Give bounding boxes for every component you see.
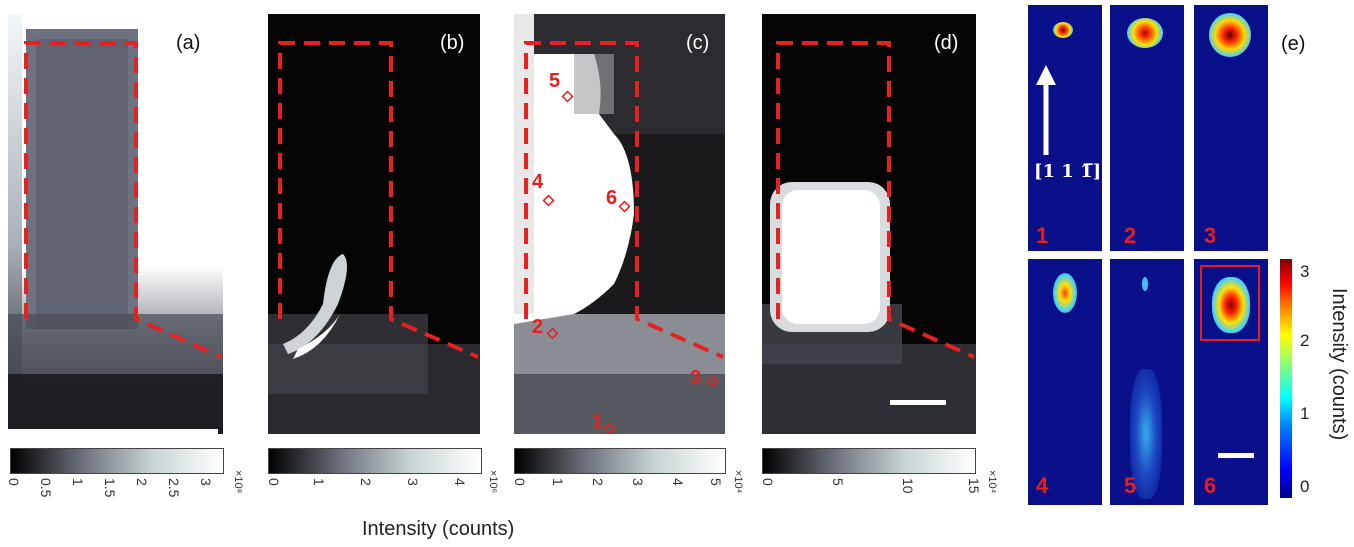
point-6-marker (618, 200, 631, 213)
cbar-d-tick: 0 (760, 478, 776, 486)
cbar-c-tick: 0 (512, 478, 528, 486)
cbar-d-tick: 5 (830, 478, 846, 486)
cbar-c-tick: 2 (590, 478, 606, 486)
diffraction-spot (1053, 22, 1073, 38)
cbar-b-tick: 1 (311, 478, 327, 486)
panel-d: (d) (762, 14, 976, 434)
outline-a (24, 41, 222, 359)
colorbar-a (10, 448, 224, 474)
cbar-b-tick: 4 (452, 478, 468, 486)
thumbnail-2: 2 (1110, 5, 1184, 251)
cbar-c-tick: 5 (708, 478, 724, 486)
cbar-a-tick: 1 (70, 478, 86, 486)
x-axis-label: Intensity (counts) (362, 518, 515, 540)
panel-c-label: (c) (686, 32, 710, 54)
diffraction-streak (1130, 369, 1162, 499)
cbar-a-tick: 1.5 (102, 478, 118, 498)
scale-bar-e (1218, 453, 1254, 458)
panel-e-label: (e) (1281, 33, 1306, 55)
point-1-label: 1 (592, 411, 604, 433)
panel-a: (a) (8, 14, 223, 434)
cbar-b-tick: 2 (358, 478, 374, 486)
direction-arrow (1036, 65, 1056, 155)
jet-tick: 3 (1300, 262, 1310, 281)
jet-colorbar (1280, 259, 1292, 498)
colorbar-c (514, 448, 726, 474)
thumbnail-4: 4 (1028, 259, 1102, 505)
outline-c (524, 41, 724, 359)
cbar-c-tick: 1 (550, 478, 566, 486)
diffraction-spot (1053, 273, 1077, 313)
scale-bar-d (890, 400, 946, 405)
point-5-label: 5 (549, 70, 561, 92)
thumbnail-3: 3 (1194, 5, 1268, 251)
point-3-marker (706, 375, 719, 388)
cbar-c-tick: 4 (670, 478, 686, 486)
point-2-marker (546, 327, 559, 340)
diffraction-spot (1127, 18, 1163, 48)
panel-b-label: (b) (440, 32, 465, 54)
cbar-d-tick: 15 (966, 478, 982, 494)
thumb-4-number: 4 (1036, 473, 1049, 498)
cbar-d-tick: 10 (900, 478, 916, 494)
cbar-b-exponent: ×10⁶ (487, 470, 499, 494)
highlight-box (1200, 265, 1260, 341)
jet-tick: 1 (1300, 404, 1310, 423)
point-6-label: 6 (606, 187, 618, 209)
colorbar-d (762, 448, 976, 474)
thumb-3-number: 3 (1204, 223, 1217, 248)
panel-b-image (268, 41, 480, 434)
cbar-a-exponent: ×10⁸ (232, 470, 244, 494)
diffraction-spot (1142, 277, 1148, 291)
point-4-label: 4 (532, 171, 544, 193)
cbar-c-exponent: ×10⁴ (732, 470, 744, 494)
outline-d (776, 41, 975, 359)
thumb-1-number: 1 (1036, 223, 1049, 248)
cbar-d-exponent: ×10⁴ (986, 470, 998, 494)
point-4-marker (542, 194, 555, 207)
thumbnail-5: 5 (1110, 259, 1184, 505)
cbar-b-tick: 3 (405, 478, 421, 486)
cbar-a-tick: 0 (6, 478, 22, 486)
point-5-marker (561, 90, 574, 103)
panel-b: (b) (268, 14, 480, 434)
cbar-a-tick: 2 (134, 478, 150, 486)
point-3-label: 3 (690, 367, 702, 389)
thumbnail-1: [1 1 1̅] 1 (1028, 5, 1102, 251)
cbar-c-tick: 3 (630, 478, 646, 486)
thumbnail-6: 6 (1194, 259, 1268, 505)
panel-c: (c) 5 4 6 2 3 1 (514, 14, 725, 434)
jet-tick: 2 (1300, 331, 1310, 350)
panel-d-label: (d) (934, 32, 959, 54)
thumb-2-number: 2 (1124, 223, 1137, 248)
cbar-a-tick: 2.5 (166, 478, 182, 498)
diffraction-spot (1212, 277, 1250, 333)
diffraction-spot (1209, 13, 1251, 57)
panel-c-image (514, 14, 725, 434)
colorbar-b (268, 448, 482, 474)
panel-a-label: (a) (176, 32, 201, 54)
thumb-6-number: 6 (1204, 473, 1217, 498)
cbar-b-tick: 0 (266, 478, 282, 486)
point-1-marker (603, 422, 616, 434)
cbar-a-tick: 0.5 (38, 478, 54, 498)
direction-label: [1 1 1̅] (1034, 161, 1102, 182)
point-2-label: 2 (532, 316, 544, 338)
cbar-a-tick: 3 (198, 478, 214, 486)
panel-d-image (762, 41, 976, 434)
jet-tick: 0 (1300, 477, 1310, 496)
outline-b (278, 41, 479, 359)
jet-colorbar-label: Intensity (counts) (1328, 288, 1350, 441)
thumb-5-number: 5 (1124, 473, 1137, 498)
panel-a-image (8, 14, 223, 434)
